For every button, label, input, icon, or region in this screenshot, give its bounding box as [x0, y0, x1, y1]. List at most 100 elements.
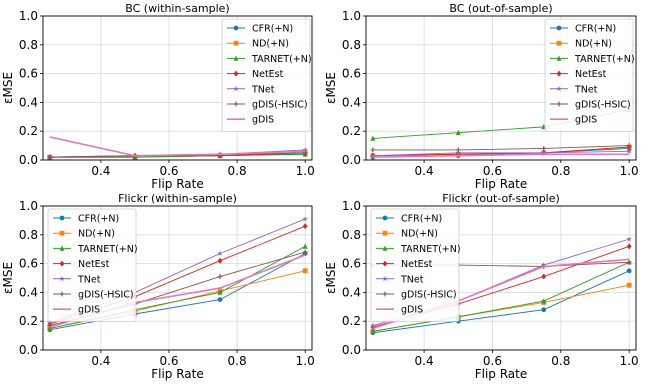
x-tick-label: 0.6 [159, 164, 178, 178]
y-tick-label: 0.2 [19, 314, 38, 328]
data-point [455, 147, 461, 153]
chart-panel-3: 0.0 0.2 0.4 0.6 0.8 1.0 0.4 0.6 0.8 1.0 Flickr (wi… [1, 192, 315, 381]
y-tick-label: 0.4 [19, 95, 38, 109]
legend-label: ND(+N) [401, 229, 438, 240]
legend-item: gDIS(-HSIC) [53, 290, 134, 301]
legend-marker [556, 40, 562, 46]
legend-item: gDIS(-HSIC) [550, 100, 631, 111]
data-point [47, 325, 53, 331]
legend-marker [59, 230, 65, 236]
y-tick-label: 1.0 [342, 9, 361, 23]
legend-item: TARNET(+N) [550, 54, 635, 65]
y-tick-label: 0.6 [342, 67, 361, 81]
x-tick-label: 0.8 [228, 164, 247, 178]
plot-frame [42, 15, 313, 161]
y-tick-label: 0.0 [342, 153, 361, 167]
y-tick-label: 0.4 [342, 285, 361, 299]
legend-label: CFR(+N) [252, 24, 293, 35]
series-line [372, 270, 630, 334]
legend-label: TARNET(+N) [77, 244, 138, 255]
y-tick-label: 0.2 [19, 124, 38, 138]
legend-item: gDIS [376, 305, 423, 316]
legend-item: CFR(+N) [53, 214, 119, 225]
legend-label: gDIS [78, 305, 100, 316]
legend-item: TNet [376, 274, 424, 285]
legend-label: gDIS [252, 115, 274, 126]
legend-item: TNet [53, 274, 101, 285]
series-line [372, 145, 630, 151]
legend-label: NetEst [78, 259, 110, 270]
legend-label: TNet [400, 274, 424, 285]
y-tick-label: 0.0 [342, 343, 361, 357]
legend-item: gDIS [53, 305, 100, 316]
y-tick-label: 0.8 [19, 38, 38, 52]
legend-item: ND(+N) [227, 39, 289, 50]
data-point [541, 146, 547, 151]
legend-box [221, 18, 311, 132]
legend-marker [233, 70, 239, 77]
y-axis-label: εMSE [324, 72, 338, 104]
data-point [217, 250, 223, 256]
legend-item: gDIS [550, 115, 597, 126]
legend-label: ND(+N) [575, 39, 612, 50]
legend-box [370, 208, 460, 322]
legend-label: TNet [574, 84, 598, 95]
y-tick-label: 0.2 [342, 314, 361, 328]
legend-marker [382, 215, 388, 221]
series-line [372, 261, 630, 332]
y-tick-label: 0.0 [19, 153, 38, 167]
legend-label: CFR(+N) [78, 214, 119, 225]
x-tick-label: 1.0 [620, 354, 639, 368]
legend-marker [59, 245, 65, 251]
legend-marker [556, 101, 562, 107]
series-line [372, 146, 630, 157]
x-tick-label: 0.6 [483, 164, 502, 178]
x-axis-label: Flip Rate [475, 177, 528, 191]
x-axis-label: Flip Rate [151, 177, 204, 191]
legend-item: NetEst [53, 259, 110, 270]
y-tick-label: 0.2 [342, 124, 361, 138]
x-tick-label: 1.0 [620, 164, 639, 178]
y-tick-label: 0.0 [19, 343, 38, 357]
data-point [46, 319, 53, 326]
data-point [370, 147, 376, 153]
legend-marker [59, 215, 65, 221]
x-tick-label: 0.4 [415, 354, 434, 368]
data-point [217, 289, 223, 295]
data-point [217, 297, 223, 302]
y-tick-label: 0.8 [342, 228, 361, 242]
legend-item: TNet [550, 84, 598, 95]
x-tick-label: 0.4 [91, 164, 110, 178]
data-point [541, 273, 547, 280]
legend-item: TARNET(+N) [227, 54, 312, 65]
legend-marker [382, 245, 388, 251]
legend: CFR(+N) ND(+N) TARNET(+N) NetEst TNet gDIS(-H… [47, 208, 138, 322]
chart-title: BC (within-sample) [125, 2, 229, 15]
series-line [372, 153, 630, 158]
data-point [626, 268, 632, 274]
legend-label: ND(+N) [252, 39, 289, 50]
legend-item: CFR(+N) [376, 214, 442, 225]
legend-label: CFR(+N) [401, 214, 442, 225]
legend: CFR(+N) ND(+N) TARNET(+N) NetEst TNet gDIS(-H… [221, 18, 312, 132]
data-point [455, 129, 461, 136]
legend-item: ND(+N) [53, 229, 115, 240]
legend-marker [382, 260, 388, 267]
data-point [47, 154, 53, 160]
legend-box [47, 208, 137, 322]
y-tick-label: 0.6 [19, 257, 38, 271]
data-point [626, 243, 632, 250]
series-line [49, 136, 306, 157]
data-point [302, 215, 309, 222]
legend-marker [382, 291, 388, 297]
series-gDIS(-HSIC) [370, 143, 632, 153]
data-point [302, 146, 309, 153]
data-point [217, 257, 223, 264]
legend-marker [59, 291, 65, 297]
y-tick-label: 0.6 [19, 67, 38, 81]
data-point [541, 307, 547, 313]
legend-label: CFR(+N) [575, 24, 616, 35]
chart-panel-2: 0.0 0.2 0.4 0.6 0.8 1.0 0.4 0.6 0.8 1.0 BC (out-of… [324, 2, 639, 191]
y-axis-label: εMSE [324, 262, 338, 294]
data-point [369, 322, 376, 328]
